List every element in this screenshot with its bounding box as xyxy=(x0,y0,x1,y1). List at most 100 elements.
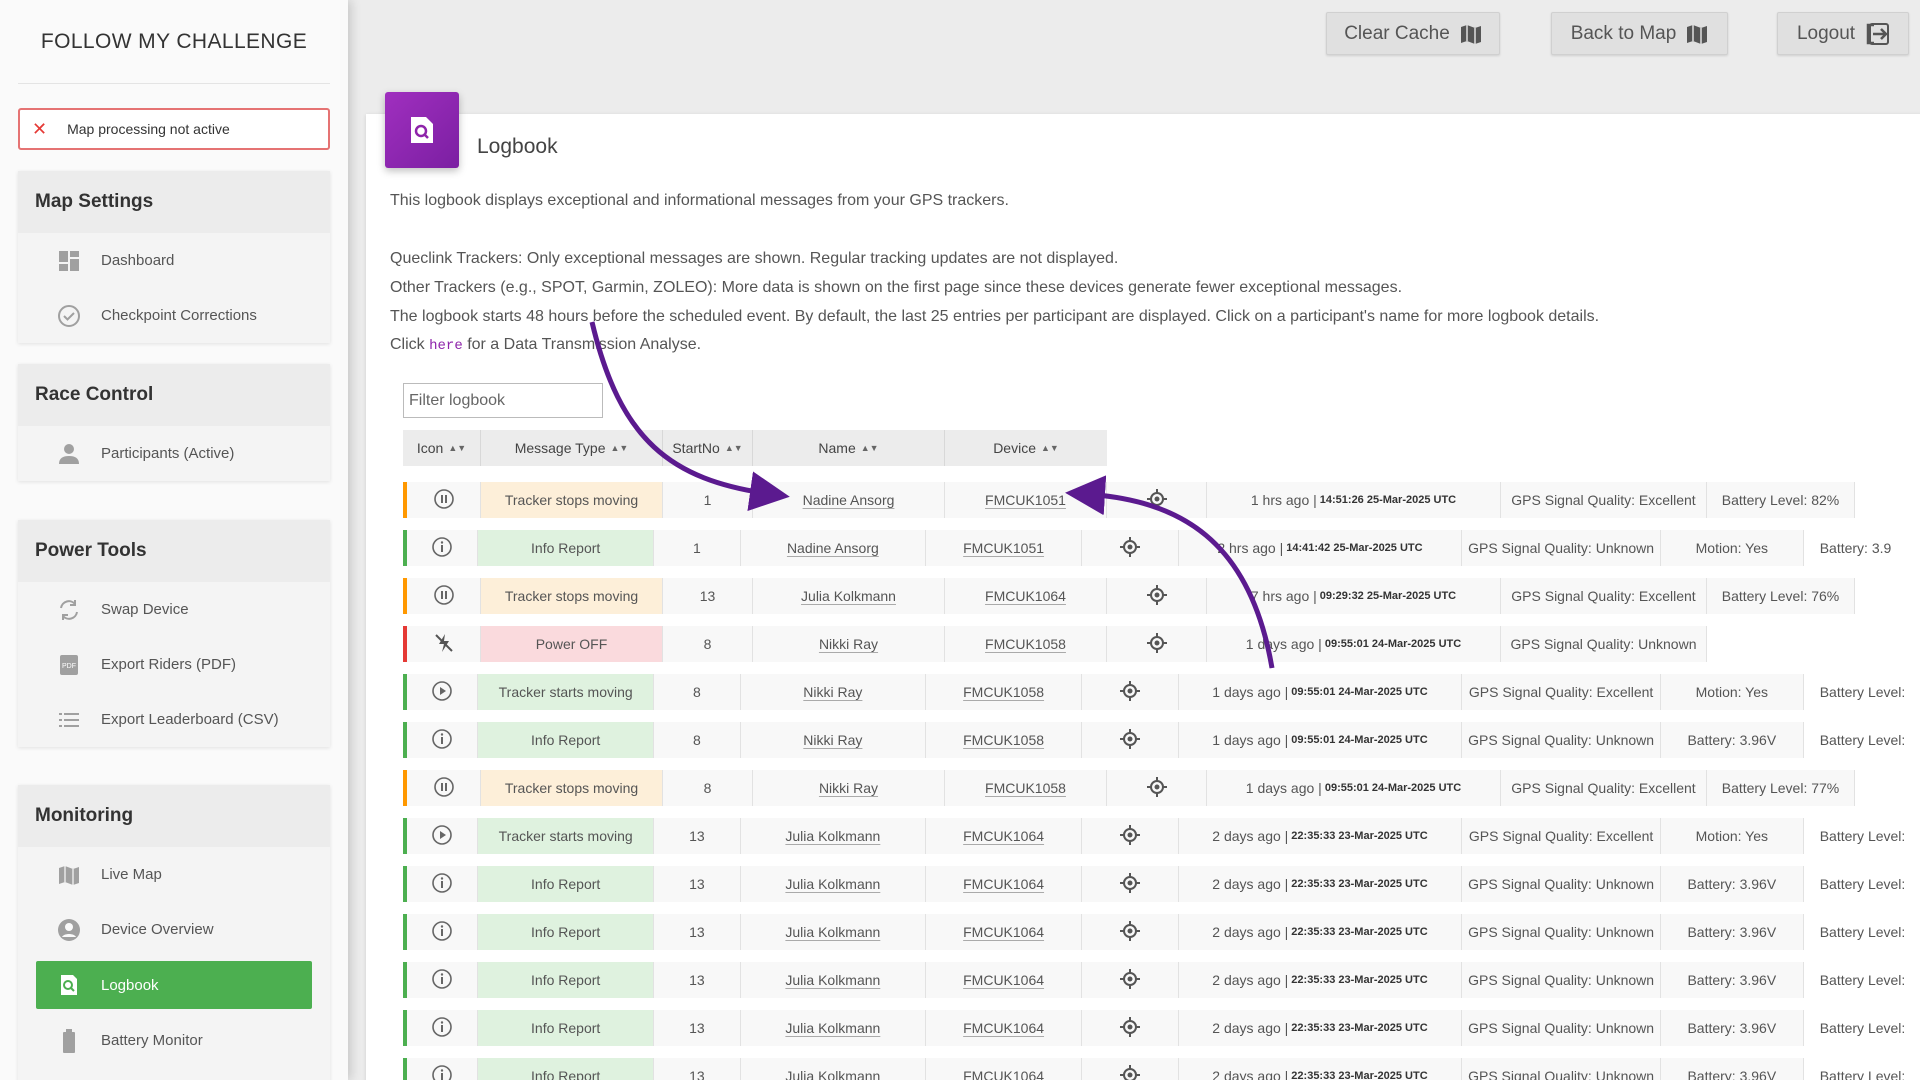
locate-icon[interactable] xyxy=(1119,968,1140,992)
device-link[interactable]: FMCUK1051 xyxy=(963,540,1045,556)
sidebar-item-device-overview[interactable]: Device Overview xyxy=(18,902,330,957)
locate-icon[interactable] xyxy=(1146,584,1167,608)
pause-icon xyxy=(433,488,455,513)
back-to-map-button[interactable]: Back to Map xyxy=(1551,12,1728,55)
participant-name-link[interactable]: Nikki Ray xyxy=(803,684,863,700)
message-type-cell: Info Report xyxy=(478,1010,654,1046)
participant-name-link[interactable]: Julia Kolkmann xyxy=(801,588,896,604)
locate-icon[interactable] xyxy=(1119,824,1140,848)
sidebar-item-checkpoint-corrections[interactable]: Checkpoint Corrections xyxy=(18,288,330,343)
device-link[interactable]: FMCUK1064 xyxy=(963,972,1045,988)
sidebar-item-participants[interactable]: Participants (Active) xyxy=(18,426,330,481)
locate-icon[interactable] xyxy=(1146,488,1167,512)
time-cell: 2 days ago | 22:35:33 23-Mar-2025 UTC xyxy=(1178,1058,1463,1080)
table-row: Info Report 1 Nadine Ansorg FMCUK1051 2 hrs … xyxy=(403,524,1920,572)
message-type-cell: Info Report xyxy=(478,530,654,566)
extra-info-cell: Battery: 3.96V xyxy=(1660,866,1804,902)
sort-icon: ▲▼ xyxy=(1040,443,1059,453)
participant-name-link[interactable]: Nikki Ray xyxy=(818,636,879,652)
participant-name-link[interactable]: Julia Kolkmann xyxy=(785,972,881,988)
device-link[interactable]: FMCUK1058 xyxy=(963,732,1045,748)
participant-name-link[interactable]: Nadine Ansorg xyxy=(786,540,879,556)
startno-cell: 1 xyxy=(663,482,753,518)
sidebar-item-dashboard[interactable]: Dashboard xyxy=(18,233,330,288)
table-row: Info Report 8 Nikki Ray FMCUK1058 1 days ago… xyxy=(403,716,1920,764)
clear-cache-button[interactable]: Clear Cache xyxy=(1326,12,1500,55)
participant-name-link[interactable]: Julia Kolkmann xyxy=(785,924,881,940)
sidebar-item-logbook[interactable]: Logbook xyxy=(36,961,312,1009)
table-row: Info Report 13 Julia Kolkmann FMCUK1064 2 da… xyxy=(403,1052,1920,1080)
sidebar-item-live-map[interactable]: Live Map xyxy=(18,847,330,902)
locate-icon[interactable] xyxy=(1119,1064,1140,1080)
locate-cell xyxy=(1082,962,1179,998)
user-circle-icon xyxy=(57,918,81,942)
col-message-type-header[interactable]: Message Type ▲▼ xyxy=(481,430,663,466)
info-icon xyxy=(431,536,453,561)
sidebar-item-export-leaderboard[interactable]: Export Leaderboard (CSV) xyxy=(18,692,330,747)
locate-cell xyxy=(1082,866,1179,902)
participant-name-link[interactable]: Nadine Ansorg xyxy=(802,492,895,508)
locate-icon[interactable] xyxy=(1119,680,1140,704)
participant-name-link[interactable]: Julia Kolkmann xyxy=(785,876,881,892)
status-cell xyxy=(403,530,479,566)
sidebar-item-swap-device[interactable]: Swap Device xyxy=(18,582,330,637)
locate-icon[interactable] xyxy=(1119,536,1140,560)
device-link[interactable]: FMCUK1064 xyxy=(963,924,1045,940)
participant-name-link[interactable]: Nikki Ray xyxy=(818,780,879,796)
locate-cell xyxy=(1082,530,1179,566)
time-cell: 2 days ago | 22:35:33 23-Mar-2025 UTC xyxy=(1178,914,1463,950)
gps-quality-cell: GPS Signal Quality: Excellent xyxy=(1462,674,1661,710)
locate-icon[interactable] xyxy=(1119,1016,1140,1040)
participant-name-link[interactable]: Julia Kolkmann xyxy=(785,828,881,844)
map-icon xyxy=(1686,23,1708,45)
timestamp: 14:41:42 25-Mar-2025 UTC xyxy=(1286,542,1423,554)
device-link[interactable]: FMCUK1064 xyxy=(963,876,1045,892)
sidebar-item-export-riders[interactable]: PDF Export Riders (PDF) xyxy=(18,637,330,692)
col-startno-header[interactable]: StartNo ▲▼ xyxy=(663,430,753,466)
device-cell: FMCUK1058 xyxy=(925,722,1083,758)
name-cell: Julia Kolkmann xyxy=(740,866,926,902)
play-icon xyxy=(431,680,453,705)
col-icon-header[interactable]: Icon ▲▼ xyxy=(403,430,481,466)
dashboard-icon xyxy=(57,249,81,273)
device-link[interactable]: FMCUK1064 xyxy=(963,1020,1045,1036)
message-type-cell: Tracker starts moving xyxy=(478,818,654,854)
device-link[interactable]: FMCUK1058 xyxy=(985,636,1066,652)
participant-name-link[interactable]: Julia Kolkmann xyxy=(785,1020,881,1036)
col-name-header[interactable]: Name ▲▼ xyxy=(753,430,945,466)
time-ago: 2 days ago | xyxy=(1212,924,1289,940)
device-cell: FMCUK1064 xyxy=(925,962,1083,998)
sidebar-item-battery-monitor[interactable]: Battery Monitor xyxy=(18,1013,330,1068)
device-link[interactable]: FMCUK1064 xyxy=(985,588,1066,604)
locate-icon[interactable] xyxy=(1119,728,1140,752)
locate-icon[interactable] xyxy=(1146,776,1167,800)
play-icon xyxy=(431,824,453,849)
alert-text: Map processing not active xyxy=(67,121,230,137)
device-link[interactable]: FMCUK1064 xyxy=(963,1068,1045,1080)
battery-icon xyxy=(57,1028,81,1053)
filter-logbook-input[interactable] xyxy=(403,383,603,418)
close-icon[interactable]: ✕ xyxy=(32,119,48,139)
participant-name-link[interactable]: Nikki Ray xyxy=(803,732,863,748)
device-link[interactable]: FMCUK1064 xyxy=(963,828,1045,844)
message-type-cell: Info Report xyxy=(478,866,654,902)
locate-icon[interactable] xyxy=(1119,920,1140,944)
here-link[interactable]: here xyxy=(429,338,463,354)
header-label: Icon xyxy=(416,440,444,456)
device-link[interactable]: FMCUK1051 xyxy=(985,492,1066,508)
col-device-header[interactable]: Device ▲▼ xyxy=(945,430,1107,466)
time-ago: 2 days ago | xyxy=(1212,972,1289,988)
locate-icon[interactable] xyxy=(1146,632,1167,656)
device-link[interactable]: FMCUK1058 xyxy=(985,780,1066,796)
logout-button[interactable]: Logout xyxy=(1777,12,1909,55)
name-cell: Nikki Ray xyxy=(753,770,945,806)
sidebar-item-label: Swap Device xyxy=(101,601,189,618)
extra-info-cell: Battery: 3.96V xyxy=(1660,914,1804,950)
locate-icon[interactable] xyxy=(1119,872,1140,896)
participant-name-link[interactable]: Julia Kolkmann xyxy=(785,1068,881,1080)
name-cell: Nadine Ansorg xyxy=(753,482,945,518)
name-cell: Julia Kolkmann xyxy=(740,1010,926,1046)
startno-cell: 13 xyxy=(653,866,741,902)
device-link[interactable]: FMCUK1058 xyxy=(963,684,1045,700)
extra-info-cell: Motion: Yes xyxy=(1660,530,1804,566)
